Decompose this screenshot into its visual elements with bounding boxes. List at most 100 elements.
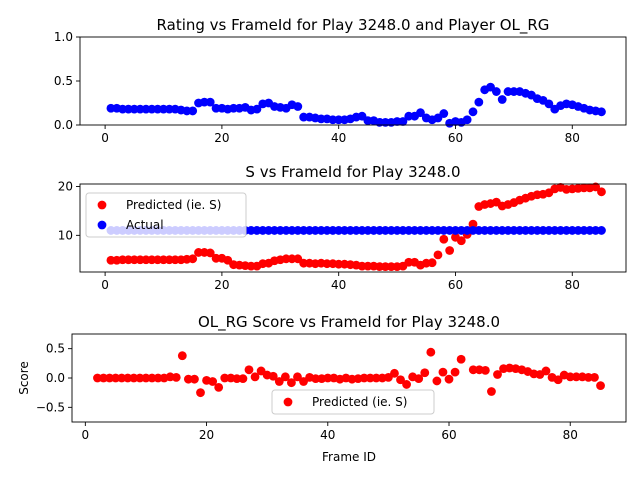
chart-3-series-1-point [268,371,278,381]
chart-1-series-1-point [544,99,554,109]
chart-3-series-1-point [553,375,563,385]
chart-3-series-1-point [183,374,193,384]
chart-2-series-2-point [597,226,606,235]
chart-1-series-1-point [497,95,507,104]
chart-3-series-1-point [274,377,284,386]
chart-2-series-1-point [591,182,601,192]
chart-1-ytick-label: 1.0 [54,30,73,44]
chart-3-series-1-point [208,377,218,386]
chart-2-legend-marker-1 [97,200,107,210]
chart-3-series-1-point [153,373,163,383]
chart-3-xtick-label: 80 [563,428,578,442]
chart-2-series-1-point [445,246,455,255]
chart-3-series-1-point [450,367,460,377]
chart-3-series-1-point [177,351,187,361]
chart-1-series-1-point [398,117,408,126]
chart-3-legend-label-1: Predicted (ie. S) [312,395,407,409]
chart-3-series-1-point [129,373,139,383]
chart-2-legend-marker-2 [97,220,107,230]
chart-3-ylabel: Score [17,361,31,395]
chart-1-series-1-point [597,107,606,117]
chart-2-xtick-label: 0 [101,278,109,292]
chart-3-series-1-point [438,367,448,377]
chart-3-series-1-point [117,373,127,383]
chart-3-xtick-label: 60 [441,428,456,442]
chart-3-series-1-point [232,374,242,383]
chart-1-title: Rating vs FrameId for Play 3248.0 and Pl… [157,16,550,35]
chart-2-series-1-point [597,187,606,197]
chart-1-series-1-point [293,102,303,111]
chart-2-ytick-label: 10 [58,228,73,242]
chart-3-series-1-point [480,365,490,375]
chart-3-series-1-point [99,373,108,383]
chart-3-ytick-label: 0.0 [46,371,65,385]
chart-3-series-1-point [402,380,411,389]
chart-1-ytick-label: 0.5 [54,74,73,88]
chart-2-series-1-point [468,219,478,229]
chart-3-xtick-label: 20 [199,428,214,442]
chart-3-series-1-point [250,372,260,382]
chart-2-xtick-label: 40 [331,278,346,292]
chart-1 [76,36,627,129]
chart-3-series-1-point [93,373,102,383]
chart-2-series-1-point [427,258,437,268]
chart-1-xtick-label: 40 [331,131,346,145]
chart-2-legend: Predicted (ie. S) Actual [85,192,247,238]
chart-3-series-1-point [323,373,333,383]
chart-2-series-1-point [188,254,198,264]
chart-3-legend: Predicted (ie. S) [271,389,435,415]
chart-2-legend-box [85,192,247,238]
chart-2-series-1-point [433,250,443,260]
chart-3-series-1-point [396,375,405,385]
chart-1-xtick-label: 0 [101,131,109,145]
chart-3-series-1-point [147,373,157,383]
chart-3-series-1-point [414,374,424,383]
chart-2-series-1-point [439,234,449,244]
chart-1-series-1-point [474,97,484,107]
chart-3-ytick-label: 0.5 [46,342,65,356]
chart-1-ytick-label: 0.0 [54,118,73,132]
chart-3-series-1-point [105,373,114,383]
chart-3-series-1-point [244,365,254,375]
chart-2-series-1-point [205,248,215,258]
chart-3-series-1-point [371,373,381,383]
chart-3-series-1-point [590,373,599,382]
chart-3-series-1-point [541,366,551,376]
chart-2-legend-label-1: Predicted (ie. S) [126,198,221,212]
chart-3-series-1-point [487,387,496,396]
chart-3-series-1-point [238,374,248,383]
chart-1-series-1-point [188,106,198,116]
chart-3-series-1-point [111,373,121,383]
chart-3-xtick-label: 0 [82,428,90,442]
chart-3-series-1-point [571,372,581,382]
chart-3-legend-marker-1 [283,397,293,407]
chart-3-xlabel: Frame ID [322,450,376,464]
chart-3-title: OL_RG Score vs FrameId for Play 3248.0 [198,313,500,332]
chart-3-series-1-point [596,381,605,391]
chart-3-series-1-point [171,373,181,382]
chart-3-series-1-point [432,376,442,386]
chart-2-series-1-point [456,236,466,246]
chart-3-series-1-point [135,373,145,383]
chart-1-xtick-label: 20 [214,131,229,145]
chart-1-series-1-point [416,108,425,118]
chart-3-series-1-point [493,370,502,379]
chart-1-series-1-point [462,115,472,125]
chart-3-series-1-point [584,373,593,382]
chart-3-series-1-point [420,368,430,378]
chart-1-series-1-point [468,107,478,117]
chart-1-series-1-point [252,104,262,114]
chart-3-series-1-point [311,374,321,383]
chart-3-series-1-point [141,373,151,383]
chart-2-legend-label-2: Actual [126,218,164,232]
chart-1-xtick-label: 80 [565,131,580,145]
chart-2-ytick-label: 20 [58,179,73,193]
chart-3-series-1-point [565,372,575,382]
chart-3-series-1-point [359,373,369,383]
chart-1-series-1-point [491,87,501,96]
chart-3-series-1-point [190,374,199,384]
chart-3-series-1-point [456,354,466,364]
chart-3-series-1-point [365,373,375,383]
chart-1-series-1-point [205,97,215,107]
